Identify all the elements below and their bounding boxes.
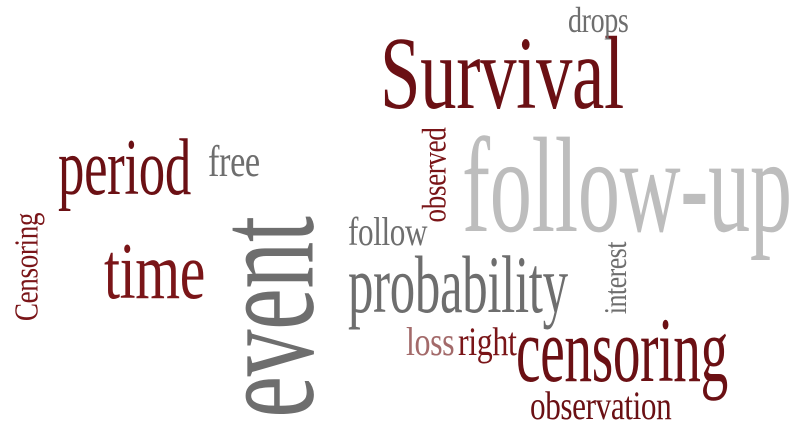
word-observation: observation bbox=[530, 383, 672, 428]
word-survival: Survival bbox=[380, 16, 624, 131]
word-right: right bbox=[458, 319, 517, 364]
word-censoring-vertical: Censoring bbox=[8, 212, 46, 322]
word-event: event bbox=[185, 216, 344, 418]
word-free: free bbox=[208, 137, 260, 186]
word-censoring: censoring bbox=[516, 299, 728, 401]
word-probability: probability bbox=[348, 239, 568, 330]
word-time: time bbox=[104, 228, 205, 316]
word-period: period bbox=[58, 124, 191, 212]
word-follow: follow bbox=[348, 209, 428, 254]
word-loss: loss bbox=[406, 319, 455, 364]
word-follow-up: follow-up bbox=[462, 111, 792, 261]
word-drops: drops bbox=[568, 0, 629, 40]
